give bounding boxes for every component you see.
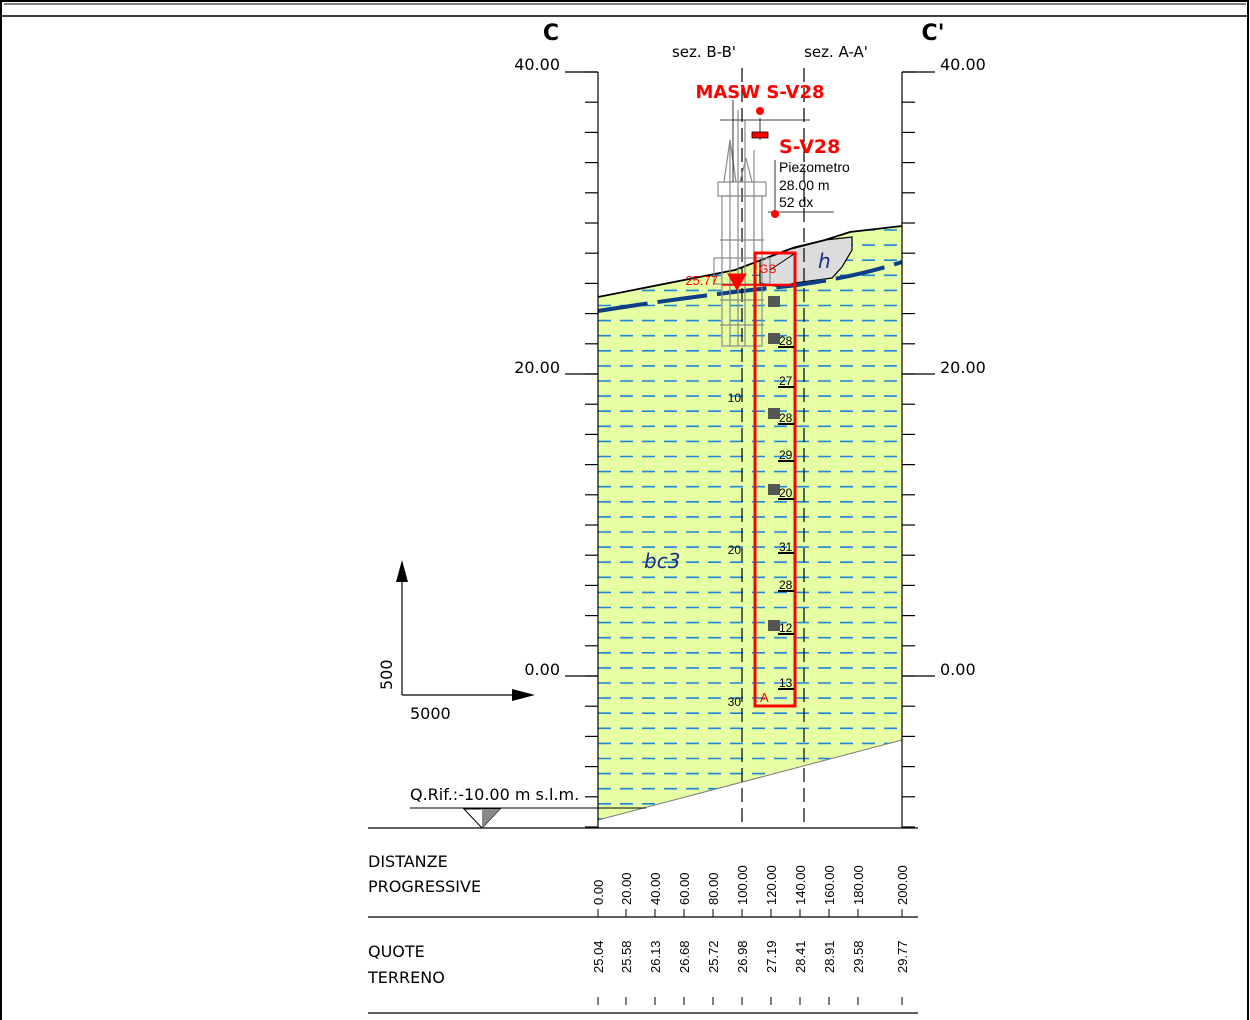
scale-arrows: [396, 560, 535, 701]
elevation-value: 27.19: [764, 940, 779, 973]
section-end-label: C': [922, 21, 945, 46]
distance-value: 20.00: [619, 872, 634, 905]
left-elevation-scale: [565, 71, 599, 828]
elev-label-right-0: 0.00: [940, 660, 976, 679]
distance-value: 140.00: [793, 865, 808, 905]
elevation-value: 26.68: [677, 940, 692, 973]
distance-value: 160.00: [822, 865, 837, 905]
distance-value: 40.00: [648, 872, 663, 905]
sample-square: [768, 408, 780, 419]
elevation-value: 29.58: [851, 940, 866, 973]
borehole-column: [753, 251, 797, 708]
section-ref-b: sez. B-B': [672, 43, 736, 61]
a-label: A: [760, 690, 769, 705]
vertical-scale-label: 500: [377, 659, 396, 690]
elevation-value: 29.77: [895, 940, 910, 973]
spt-value: 20: [779, 486, 793, 500]
spt-value: 12: [779, 621, 793, 635]
horizontal-scale-label: 5000: [410, 704, 451, 723]
distance-value: 0.00: [591, 880, 606, 905]
elevation-value: 26.98: [735, 940, 750, 973]
gs-label: GS: [759, 262, 776, 276]
row2-title-line1: QUOTE: [368, 942, 425, 961]
elevation-value: 28.91: [822, 940, 837, 973]
elev-label-left-0: 0.00: [524, 660, 560, 679]
distance-value: 120.00: [764, 865, 779, 905]
water-level-value: 25.77: [685, 273, 718, 288]
row2-title-line2: TERRENO: [367, 968, 445, 987]
masw-label: MASW S-V28: [695, 82, 824, 103]
masw-point: [756, 107, 764, 115]
borehole-depth: 28.00 m: [779, 177, 830, 193]
borehole-offset: 52 dx: [779, 194, 813, 210]
spt-value: 29: [779, 448, 793, 462]
distance-value: 80.00: [706, 872, 721, 905]
borehole-point: [771, 210, 779, 218]
section-ref-a: sez. A-A': [804, 43, 868, 61]
spt-value: 28: [779, 334, 793, 348]
distance-value: 180.00: [851, 865, 866, 905]
elevation-value: 25.72: [706, 940, 721, 973]
depth-tick-30: 30: [728, 695, 742, 709]
elev-label-right-20: 20.00: [940, 358, 986, 377]
data-table: [368, 909, 918, 1014]
spt-value: 31: [779, 540, 793, 554]
elevation-value: 26.13: [648, 940, 663, 973]
sample-square: [768, 296, 780, 307]
borehole-id: S-V28: [779, 136, 840, 158]
unit-label-h: h: [818, 249, 831, 273]
elevation-value: 25.04: [591, 940, 606, 973]
distance-value: 100.00: [735, 865, 750, 905]
spt-value: 28: [779, 411, 793, 425]
sample-square: [768, 333, 780, 344]
borehole-type: Piezometro: [779, 159, 850, 175]
section-start-label: C: [543, 21, 559, 46]
elev-label-left-20: 20.00: [514, 358, 560, 377]
sample-square: [768, 620, 780, 631]
row1-title-line2: PROGRESSIVE: [368, 877, 481, 896]
elev-label-right-40: 40.00: [940, 55, 986, 74]
elev-label-left-40: 40.00: [514, 55, 560, 74]
elevation-value: 28.41: [793, 940, 808, 973]
right-elevation-scale: [901, 71, 935, 828]
spt-value: 27: [779, 374, 793, 388]
row1-title-line1: DISTANZE: [368, 852, 448, 871]
unit-label-bc3: bc3: [644, 549, 680, 573]
water-level-marker: [727, 273, 747, 292]
reference-level-marker-shade: [482, 809, 500, 828]
soil-lower-boundary: [597, 739, 903, 821]
spt-value: 13: [779, 676, 793, 690]
distance-value: 60.00: [677, 872, 692, 905]
sample-markers: [768, 296, 780, 631]
water-table-line: [597, 260, 903, 313]
sample-square: [768, 484, 780, 495]
ground-surface-line: [597, 225, 903, 298]
masw-marker: [751, 131, 769, 139]
distance-value: 200.00: [895, 865, 910, 905]
spt-values: 28 27 28 29 20 31 28 12 13: [778, 334, 794, 690]
elevation-value: 25.58: [619, 940, 634, 973]
depth-tick-10: 10: [728, 391, 742, 405]
soil-unit-bc3-body: [598, 226, 902, 820]
depth-tick-20: 20: [728, 543, 742, 557]
spt-value: 28: [779, 578, 793, 592]
reference-level-label: Q.Rif.:-10.00 m s.l.m.: [410, 785, 579, 804]
